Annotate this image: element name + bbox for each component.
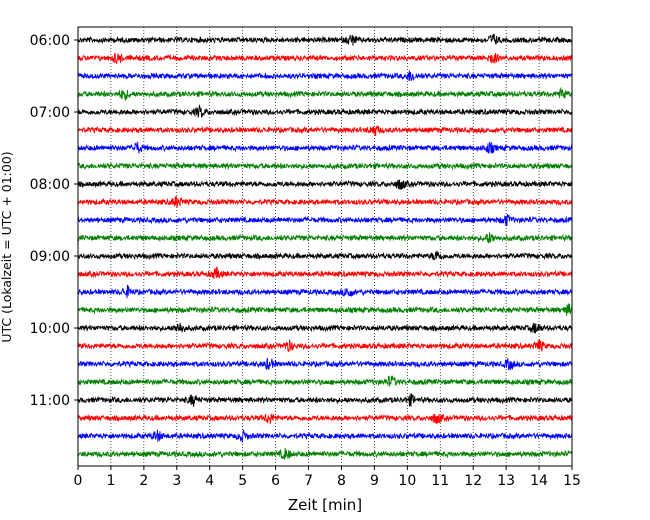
y-tick-label: 10:00 [30,321,70,337]
y-tick-label: 06:00 [30,33,70,49]
seismic-traces [77,33,573,460]
x-gridlines [110,27,540,466]
trace-line [77,70,573,82]
plot-frame [77,26,573,467]
trace-line [77,250,573,261]
x-tick-label: 6 [271,473,280,489]
x-tick-label: 4 [205,473,214,489]
trace-line [77,303,573,317]
x-tick-label: 3 [172,473,181,489]
trace-line [77,87,573,101]
x-tick-label: 11 [431,473,449,489]
x-axis-label: Zeit [min] [288,496,362,514]
y-tick-label: 07:00 [30,105,70,121]
x-tick-label: 0 [74,473,83,489]
x-tick-label: 13 [497,473,515,489]
trace-line [77,161,573,171]
x-axis-ticks: 0 1 2 3 4 5 6 7 8 9 10 11 12 13 14 15 [74,466,581,489]
y-tick-label: 08:00 [30,177,70,193]
y-axis-ticks: 06:00 07:00 08:00 09:00 10:00 11:00 [30,33,78,409]
trace-line [77,357,573,371]
trace-line [77,413,573,425]
x-tick-label: 5 [238,473,247,489]
y-tick-label: 09:00 [30,249,70,265]
trace-line [77,393,573,408]
trace-line [77,232,573,244]
x-tick-label: 10 [398,473,416,489]
trace-line [77,339,573,353]
y-axis-label: UTC (Lokalzeit = UTC + 01:00) [0,151,14,342]
trace-line [77,52,573,64]
trace-line [77,284,573,299]
trace-line [77,266,573,279]
trace-line [77,125,573,137]
trace-line [77,375,573,388]
trace-line [77,429,573,443]
trace-line [77,179,573,190]
y-tick-label: 11:00 [30,393,70,409]
trace-line [77,103,573,118]
trace-line [77,33,573,46]
trace-line [77,322,573,334]
trace-line [77,213,573,227]
x-tick-label: 8 [337,473,346,489]
x-tick-label: 9 [370,473,379,489]
x-tick-label: 2 [139,473,148,489]
x-tick-label: 7 [304,473,313,489]
trace-line [77,448,573,460]
plot-background [78,27,572,466]
x-tick-label: 14 [530,473,548,489]
trace-line [77,196,573,208]
trace-line [77,141,573,155]
x-tick-label: 15 [563,473,581,489]
x-tick-label: 12 [464,473,482,489]
x-tick-label: 1 [106,473,115,489]
